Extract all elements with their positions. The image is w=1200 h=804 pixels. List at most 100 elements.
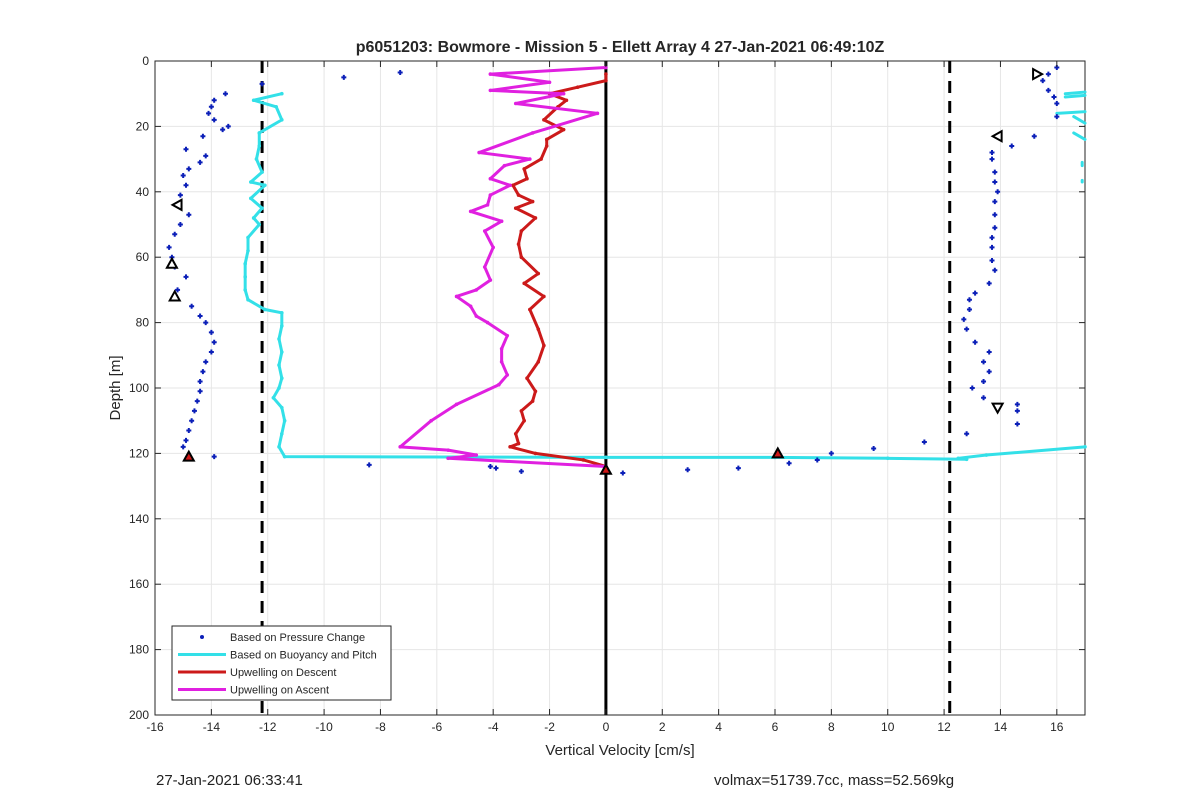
legend-label: Based on Pressure Change	[230, 632, 365, 644]
scatter-point	[989, 244, 995, 250]
series-point	[280, 324, 284, 328]
series-point	[536, 327, 541, 331]
series-point	[263, 307, 267, 312]
triangle-marker	[771, 446, 785, 459]
x-axis: -16 -14 -12 -10 -8 -6 -4 -2 0 2 4 6 8 10 12 14 16	[146, 61, 1064, 734]
x-tick-label: -4	[488, 720, 499, 734]
scatter-point	[177, 192, 183, 198]
series-point	[246, 235, 250, 240]
scatter-point	[166, 244, 172, 250]
series-point	[468, 209, 473, 214]
scatter-point	[1040, 78, 1046, 84]
series-point	[604, 78, 608, 83]
series-point	[254, 157, 259, 161]
series-point	[488, 88, 493, 93]
scatter-point	[828, 450, 834, 456]
series-point	[956, 456, 960, 461]
scatter-point	[986, 280, 992, 286]
series-point	[964, 457, 969, 462]
series-point	[257, 131, 262, 135]
series-point	[454, 294, 459, 299]
scatter-point	[989, 156, 995, 162]
series-point	[519, 229, 524, 233]
scatter-point	[992, 169, 998, 175]
series-point	[604, 455, 608, 460]
y-tick-label: 20	[136, 119, 150, 133]
scatter-point	[487, 463, 493, 469]
series-point	[429, 418, 433, 423]
scatter-point	[995, 189, 1001, 195]
series-point	[525, 176, 529, 181]
series-point	[499, 219, 504, 224]
scatter-point	[206, 110, 212, 116]
series-point	[280, 310, 284, 315]
scatter-point	[186, 166, 192, 172]
series-fragment	[1072, 131, 1087, 141]
scatter-point	[186, 212, 192, 218]
series-point	[536, 271, 541, 276]
series-line	[243, 92, 1086, 461]
x-tick-label: 2	[659, 720, 666, 734]
scatter-point	[180, 172, 186, 178]
y-tick-label: 80	[136, 316, 150, 330]
series-point	[474, 314, 479, 318]
y-tick-label: 180	[129, 643, 149, 657]
series-point	[522, 418, 526, 423]
triangle-marker	[599, 462, 613, 475]
series-point	[513, 206, 518, 210]
series-point	[446, 456, 450, 461]
series-point	[505, 333, 510, 338]
series-point	[277, 337, 281, 341]
series-point	[260, 170, 264, 174]
scatter-point	[197, 313, 203, 319]
scatter-point	[989, 257, 995, 263]
scatter-point	[1054, 114, 1060, 120]
series-layer	[165, 65, 1087, 476]
scatter-point	[211, 339, 217, 345]
series-point	[505, 373, 510, 377]
scatter-point	[211, 117, 217, 123]
series-point	[542, 294, 546, 299]
series-fragment	[1072, 115, 1087, 125]
scatter-point	[208, 104, 214, 110]
scatter-point	[986, 349, 992, 355]
y-axis: 0 20 40 60 80 100 120 140 160 180 200	[129, 54, 1085, 722]
series-point	[280, 91, 284, 96]
series-point	[604, 65, 608, 70]
series-point	[282, 418, 287, 423]
series-point	[282, 454, 287, 459]
series-point	[544, 137, 549, 142]
series-point	[564, 98, 569, 103]
series-point	[530, 399, 535, 403]
triangle-marker	[168, 289, 182, 302]
scatter-point	[203, 320, 209, 326]
series-point	[251, 216, 256, 220]
y-tick-label: 160	[129, 577, 149, 591]
series-point	[516, 193, 521, 197]
scatter-point	[1014, 408, 1020, 414]
series-point	[519, 409, 524, 413]
series-point	[533, 389, 538, 394]
series-point	[528, 157, 532, 161]
series-point	[485, 320, 490, 325]
x-tick-label: 14	[994, 720, 1008, 734]
triangle-marker	[990, 402, 1005, 415]
scatter-point	[189, 418, 195, 424]
series-point	[508, 183, 512, 188]
scatter-point	[203, 153, 209, 159]
scatter-point	[814, 457, 820, 463]
scatter-point	[972, 339, 978, 345]
legend-label: Upwelling on Descent	[230, 667, 336, 679]
series-point	[488, 72, 493, 76]
series-point	[454, 402, 459, 407]
series-point	[246, 248, 250, 253]
series-point	[542, 118, 546, 122]
series-point	[885, 456, 890, 461]
scatter-point	[969, 385, 975, 391]
scatter-point	[964, 431, 970, 437]
scatter-point	[989, 150, 995, 156]
series-point	[497, 382, 501, 387]
series-point	[280, 118, 284, 122]
scatter-point	[972, 290, 978, 296]
scatter-point	[1009, 143, 1015, 149]
